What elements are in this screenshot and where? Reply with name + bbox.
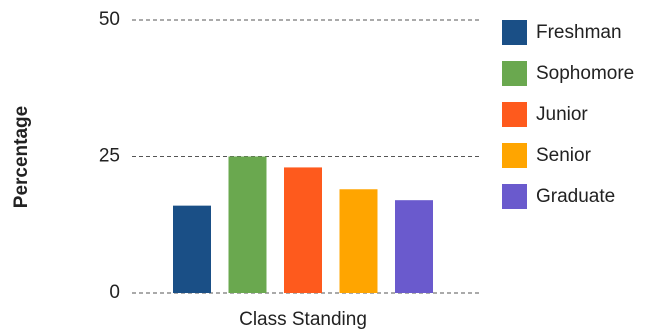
bar	[284, 167, 322, 293]
legend-label: Freshman	[536, 22, 622, 43]
x-axis-title: Class Standing	[239, 309, 367, 330]
bar	[173, 205, 211, 293]
legend-swatch	[502, 20, 527, 45]
legend-label: Graduate	[536, 186, 615, 207]
legend-label: Sophomore	[536, 63, 634, 84]
legend-swatch	[502, 184, 527, 209]
y-tick-label: 25	[99, 146, 120, 167]
bar	[339, 189, 378, 293]
bar	[395, 200, 433, 293]
legend-label: Junior	[536, 104, 588, 125]
legend-swatch	[502, 143, 527, 168]
legend-swatch	[502, 102, 527, 127]
y-axis-title: Percentage	[11, 106, 32, 208]
legend-label: Senior	[536, 145, 592, 166]
y-tick-label: 50	[99, 9, 120, 30]
y-tick-label: 0	[109, 282, 120, 303]
bar	[228, 156, 267, 293]
legend-swatch	[502, 61, 527, 86]
